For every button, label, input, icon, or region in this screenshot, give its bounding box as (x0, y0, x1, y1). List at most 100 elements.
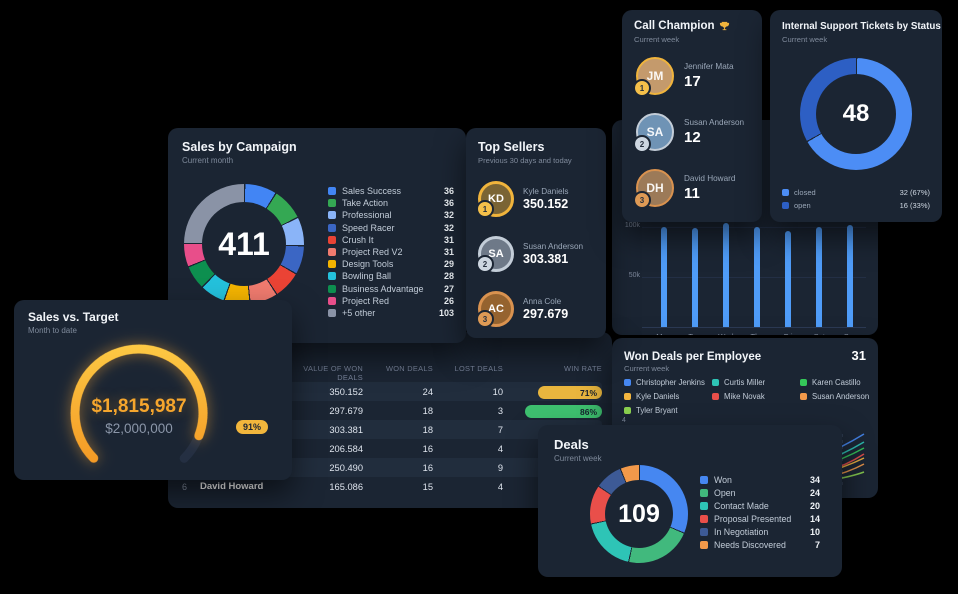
x-axis-line (642, 327, 866, 328)
card-title: Sales by Campaign (182, 140, 297, 154)
legend-value: 26 (443, 295, 454, 306)
legend-item: Crush It 31 (328, 234, 454, 246)
cell-employee: David Howard (200, 481, 264, 492)
legend-item: Bowling Ball 28 (328, 270, 454, 282)
card-subtitle: Current week (782, 35, 828, 44)
legend-label: Crush It (342, 234, 374, 245)
champion-name: Jennifer Mata (684, 62, 734, 71)
tickets-donut-chart: 48 (800, 58, 912, 170)
avatar-initials: AC (488, 303, 504, 315)
legend-swatch (700, 527, 708, 536)
bar-column (804, 219, 835, 327)
cell-win-rate: 86% (503, 402, 602, 420)
legend-label: Won (714, 474, 732, 485)
legend-label: Business Advantage (342, 283, 424, 294)
card-title: Internal Support Tickets by Status (782, 21, 941, 32)
y-axis-label: 4 (622, 417, 626, 424)
legend-value: 36 (443, 186, 454, 197)
support-tickets-card: Internal Support Tickets by Status Curre… (770, 10, 942, 222)
avatar-initials: SA (646, 125, 664, 139)
legend-swatch (712, 393, 719, 400)
champion-name: Susan Anderson (684, 118, 745, 127)
avatar: SA 2 (476, 236, 514, 273)
legend-swatch (782, 189, 789, 196)
seller-value: 297.679 (523, 307, 569, 321)
legend-swatch (328, 296, 336, 305)
legend-value: 24 (809, 487, 820, 498)
gauge-readout: $1,815,987 $2,000,000 (54, 396, 224, 436)
call-champion-card: Call Champion Current week JM 1 Jennifer … (622, 10, 762, 222)
avatar: KD 1 (476, 181, 514, 218)
target-value: $2,000,000 (105, 421, 173, 436)
legend-swatch (328, 211, 336, 220)
legend-value: 32 (443, 222, 454, 233)
bar-mon (660, 227, 667, 327)
bar-sun (847, 225, 854, 327)
champion-value: 12 (684, 129, 701, 146)
current-value: $1,815,987 (91, 396, 187, 417)
legend-label: +5 other (342, 307, 376, 318)
legend-item: Won 34 (700, 473, 820, 486)
legend-swatch (712, 379, 719, 386)
table-header-row: VALUE OF WON DEALS WON DEALS LOST DEALS … (178, 364, 602, 382)
bar-column (835, 219, 866, 327)
seller-info: Kyle Daniels 350.152 (523, 187, 569, 211)
cell-lost: 10 (492, 386, 503, 397)
card-header: Won Deals per Employee 31 (624, 348, 866, 363)
cell-won: 24 (422, 386, 433, 397)
legend-item: Speed Racer 32 (328, 222, 454, 234)
bar-wed (722, 223, 729, 327)
win-rate-label: 71% (579, 387, 597, 398)
bar-column (710, 219, 741, 327)
y-axis-label-100k: 100k (624, 222, 640, 229)
donut-center: 48 (816, 74, 896, 154)
card-subtitle: Current month (182, 156, 234, 165)
legend-item: Professional 32 (328, 209, 454, 221)
legend-label: Open (714, 487, 736, 498)
legend-label: Curtis Miller (724, 378, 766, 387)
bar-group (648, 219, 866, 327)
campaign-donut-chart: 411 (184, 184, 304, 304)
rank-badge: 3 (476, 310, 494, 328)
champion-name: David Howard (684, 174, 736, 183)
legend-item: Project Red V2 31 (328, 246, 454, 258)
legend-value: 14 (809, 513, 820, 524)
win-rate-label: 86% (579, 406, 597, 417)
cell-won: 18 (422, 424, 433, 435)
legend-label: Susan Anderson (812, 392, 870, 401)
cell-lost: 9 (497, 462, 503, 473)
total-value: 31 (851, 348, 866, 363)
y-axis-label-50k: 50k (628, 272, 640, 279)
champion-row: JM 1 Jennifer Mata 17 (633, 50, 756, 102)
cell-lost: 3 (497, 405, 503, 416)
legend-value: 32 (67%) (899, 188, 930, 197)
sales-target-gauge (70, 344, 208, 480)
x-label-thu: Thu (741, 332, 772, 335)
cell-lost: 4 (497, 481, 503, 492)
legend-item: Kyle Daniels (624, 392, 712, 401)
legend-swatch (700, 501, 708, 510)
x-label-wed: Wed (710, 332, 741, 335)
legend-swatch (624, 379, 631, 386)
legend-label: Sales Success (342, 186, 402, 197)
bar-column (679, 219, 710, 327)
bar-fri (785, 231, 792, 327)
bar-column (741, 219, 772, 327)
table-row: 297.679 18 3 86% (178, 401, 602, 420)
legend-label: In Negotiation (714, 526, 769, 537)
bar-thu (753, 227, 760, 327)
cell-value: 206.584 (329, 443, 363, 454)
seller-row: KD 1 Kyle Daniels 350.152 (476, 174, 600, 224)
card-subtitle: Previous 30 days and today (478, 156, 572, 165)
legend-item: Design Tools 29 (328, 258, 454, 270)
card-subtitle: Current week (624, 364, 670, 373)
seller-name: Anna Cole (523, 297, 562, 306)
legend-swatch (800, 393, 807, 400)
seller-info: Anna Cole 297.679 (523, 297, 568, 321)
legend-item: Curtis Miller (712, 378, 800, 387)
table-row: 206.584 16 4 (178, 439, 602, 458)
legend-left: closed (782, 188, 816, 197)
header-won-deals: WON DEALS (385, 364, 433, 373)
legend-label: Bowling Ball (342, 271, 392, 282)
legend-value: 32 (443, 210, 454, 221)
